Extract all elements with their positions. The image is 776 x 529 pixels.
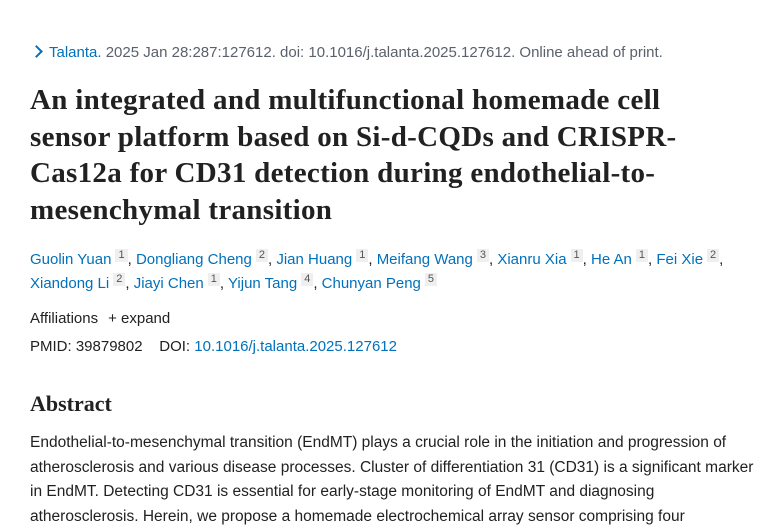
affiliation-number[interactable]: 2 (255, 249, 268, 262)
author-link[interactable]: Yijun Tang (227, 275, 298, 292)
expand-affiliations-button[interactable]: + expand (108, 310, 171, 327)
affiliations: Affiliations + expand (30, 310, 170, 327)
pmid-label: PMID: (30, 338, 72, 355)
author-link[interactable]: Guolin Yuan (30, 251, 112, 268)
journal-link[interactable]: Talanta. (49, 44, 102, 61)
abstract-text: Endothelial-to-mesenchymal transition (E… (30, 434, 754, 525)
affiliation-number[interactable]: 4 (301, 273, 314, 286)
abstract-heading: Abstract (30, 391, 112, 416)
citation: Talanta. 2025 Jan 28:287:127612. doi: 10… (30, 44, 663, 61)
author-link[interactable]: He An (591, 251, 632, 268)
article-title: An integrated and multifunctional homema… (30, 84, 677, 226)
citation-details: 2025 Jan 28:287:127612. doi: 10.1016/j.t… (101, 44, 663, 61)
doi-link[interactable]: 10.1016/j.talanta.2025.127612 (194, 338, 397, 355)
doi-label: DOI: (159, 338, 191, 355)
affiliation-number[interactable]: 2 (707, 249, 720, 262)
affiliations-label: Affiliations (30, 310, 99, 327)
author-link[interactable]: Xiandong Li (30, 275, 110, 292)
affiliation-number[interactable]: 5 (424, 273, 438, 286)
affiliation-number[interactable]: 1 (207, 273, 220, 286)
author-link[interactable]: Chunyan Peng (321, 275, 421, 292)
affiliation-number[interactable]: 1 (635, 249, 649, 262)
author-link[interactable]: Jiayi Chen (133, 275, 204, 292)
chevron-right-icon[interactable] (30, 45, 43, 58)
identifiers: PMID: 39879802 DOI: 10.1016/j.talanta.20… (30, 338, 397, 355)
author-link[interactable]: Jian Huang (276, 251, 353, 268)
affiliation-number[interactable]: 1 (356, 249, 369, 262)
author-list: Guolin Yuan 1, Dongliang Cheng 2, Jian Hua… (30, 249, 724, 292)
author-link[interactable]: Fei Xie (656, 251, 704, 268)
author-link[interactable]: Meifang Wang (376, 251, 473, 268)
pmid-value: 39879802 (75, 338, 143, 355)
affiliation-number[interactable]: 2 (113, 273, 126, 286)
affiliation-number[interactable]: 3 (476, 249, 489, 262)
author-link[interactable]: Dongliang Cheng (135, 251, 252, 268)
affiliation-number[interactable]: 1 (570, 249, 583, 262)
affiliation-number[interactable]: 1 (115, 249, 128, 262)
author-link[interactable]: Xianru Xia (497, 251, 567, 268)
